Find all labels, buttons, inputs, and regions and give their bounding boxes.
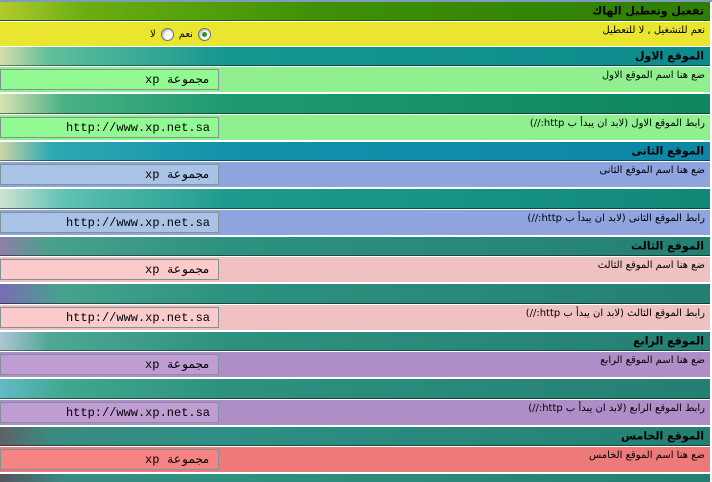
site-3-link-input[interactable] bbox=[0, 307, 219, 328]
site-4-name-row: ضع هنا اسم الموقع الرابع bbox=[0, 352, 710, 377]
site-1-name-label: ضع هنا اسم الموقع الاول bbox=[601, 70, 705, 81]
site-1-link-label: رابط الموقع الاول (لابد ان يبدأ ب http:/… bbox=[529, 118, 705, 129]
site-5-separator bbox=[0, 474, 710, 482]
site-4-header-label: الموقع الرابع bbox=[633, 334, 704, 348]
site-3-section: الموقع الثالث ضع هنا اسم الموقع الثالث ر… bbox=[0, 237, 712, 330]
site-3-name-row: ضع هنا اسم الموقع الثالث bbox=[0, 257, 710, 282]
site-3-header-label: الموقع الثالث bbox=[630, 239, 704, 253]
radio-yes-label[interactable]: نعم bbox=[178, 29, 193, 40]
site-1-header: الموقع الاول bbox=[0, 47, 710, 66]
site-3-name-input[interactable] bbox=[0, 259, 219, 280]
site-1-section: الموقع الاول ضع هنا اسم الموقع الاول راب… bbox=[0, 47, 712, 140]
site-5-name-label: ضع هنا اسم الموقع الخامس bbox=[589, 450, 705, 461]
site-2-separator bbox=[0, 189, 710, 209]
site-5-name-input[interactable] bbox=[0, 449, 219, 470]
top-border-line bbox=[0, 0, 712, 2]
site-4-link-input[interactable] bbox=[0, 402, 219, 423]
enable-disable-header: تفعيل وتعطيل الهاك bbox=[0, 2, 710, 21]
radio-yes[interactable] bbox=[197, 28, 211, 41]
site-2-name-label: ضع هنا اسم الموقع الثانى bbox=[599, 165, 705, 176]
toggle-label: نعم للتشغيل , لا للتعطيل bbox=[602, 25, 705, 36]
site-3-name-label: ضع هنا اسم الموقع الثالث bbox=[597, 260, 705, 271]
radio-no[interactable] bbox=[160, 28, 174, 41]
enable-disable-header-label: تفعيل وتعطيل الهاك bbox=[592, 4, 704, 18]
site-2-link-row: رابط الموقع الثانى (لابد ان يبدأ ب http:… bbox=[0, 210, 710, 235]
site-4-separator bbox=[0, 379, 710, 399]
site-2-link-input[interactable] bbox=[0, 212, 219, 233]
site-4-name-label: ضع هنا اسم الموقع الرابع bbox=[600, 355, 705, 366]
site-1-name-row: ضع هنا اسم الموقع الاول bbox=[0, 67, 710, 92]
site-4-header: الموقع الرابع bbox=[0, 332, 710, 351]
site-3-header: الموقع الثالث bbox=[0, 237, 710, 256]
site-1-separator bbox=[0, 94, 710, 114]
site-1-link-row: رابط الموقع الاول (لابد ان يبدأ ب http:/… bbox=[0, 115, 710, 140]
toggle-row: نعم للتشغيل , لا للتعطيل لا نعم bbox=[0, 22, 710, 46]
site-4-link-label: رابط الموقع الرابع (لابد ان يبدأ ب http:… bbox=[528, 403, 705, 414]
site-3-link-row: رابط الموقع الثالث (لابد ان يبدأ ب http:… bbox=[0, 305, 710, 330]
site-5-section: الموقع الخامس ضع هنا اسم الموقع الخامس bbox=[0, 427, 712, 482]
radio-no-label[interactable]: لا bbox=[150, 29, 156, 40]
site-5-name-row: ضع هنا اسم الموقع الخامس bbox=[0, 447, 710, 472]
site-4-name-input[interactable] bbox=[0, 354, 219, 375]
site-5-header: الموقع الخامس bbox=[0, 427, 710, 446]
site-2-name-row: ضع هنا اسم الموقع الثانى bbox=[0, 162, 710, 187]
site-1-name-input[interactable] bbox=[0, 69, 219, 90]
site-2-name-input[interactable] bbox=[0, 164, 219, 185]
toggle-radio-group: لا نعم bbox=[150, 28, 211, 41]
site-3-link-label: رابط الموقع الثالث (لابد ان يبدأ ب http:… bbox=[525, 308, 705, 319]
site-4-section: الموقع الرابع ضع هنا اسم الموقع الرابع ر… bbox=[0, 332, 712, 425]
site-5-header-label: الموقع الخامس bbox=[620, 429, 704, 443]
site-1-header-label: الموقع الاول bbox=[634, 49, 704, 63]
site-2-header: الموقع الثانى bbox=[0, 142, 710, 161]
site-2-section: الموقع الثانى ضع هنا اسم الموقع الثانى ر… bbox=[0, 142, 712, 235]
site-2-header-label: الموقع الثانى bbox=[631, 144, 705, 158]
site-1-link-input[interactable] bbox=[0, 117, 219, 138]
site-3-separator bbox=[0, 284, 710, 304]
site-2-link-label: رابط الموقع الثانى (لابد ان يبدأ ب http:… bbox=[527, 213, 705, 224]
site-4-link-row: رابط الموقع الرابع (لابد ان يبدأ ب http:… bbox=[0, 400, 710, 425]
